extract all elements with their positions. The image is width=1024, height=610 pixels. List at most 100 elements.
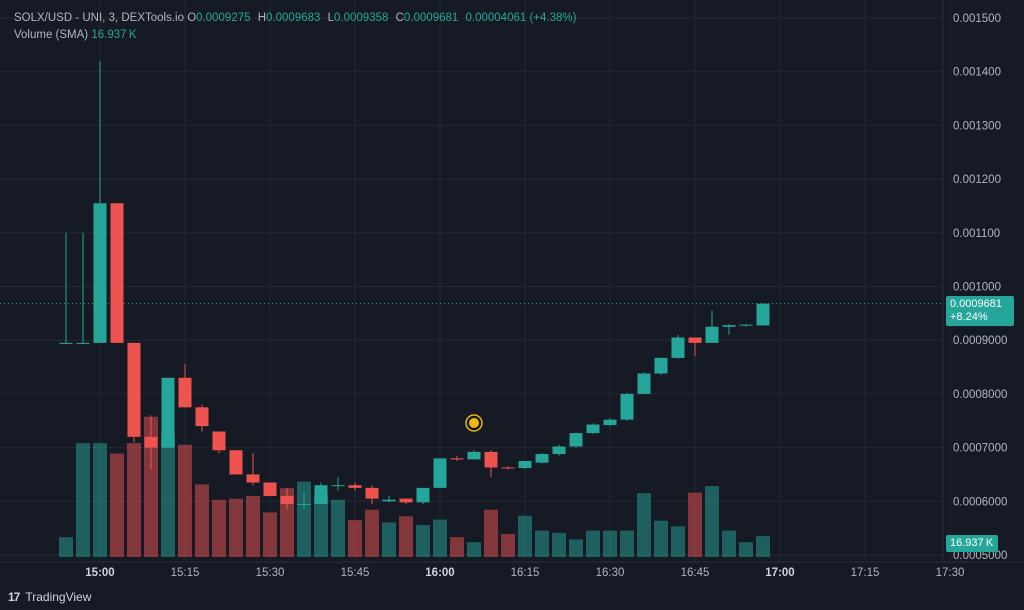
volume-bar (348, 520, 362, 557)
volume-bar (127, 443, 141, 557)
x-tick-label: 16:15 (511, 567, 540, 579)
volume-bar (722, 530, 736, 557)
event-marker-icon[interactable] (465, 414, 483, 432)
y-tick-label: 0.001100 (953, 228, 1000, 240)
candle-body (467, 451, 481, 460)
volume-bar (246, 495, 260, 557)
chart-grid (0, 0, 951, 560)
candle-body (484, 451, 498, 468)
candle-body (688, 337, 702, 343)
volume-bar (416, 525, 430, 557)
candle-body (93, 203, 107, 343)
change-value: 0.00004061 (+4.38%) (465, 12, 577, 24)
symbol-label[interactable]: SOLX/USD - UNI, 3, DEXTools.io (14, 12, 184, 24)
candle-body (671, 337, 685, 358)
volume-bar (518, 515, 532, 557)
volume-bar (212, 499, 226, 557)
volume-bar (450, 537, 464, 557)
candle-body (110, 203, 124, 343)
volume-bar (756, 536, 770, 557)
candle-body (654, 357, 668, 374)
close-value: 0.0009681 (403, 12, 459, 24)
volume-bar (178, 444, 192, 557)
candle-body (280, 495, 294, 504)
volume-bar (161, 433, 175, 557)
x-tick-label: 17:15 (851, 567, 880, 579)
volume-bar (229, 498, 243, 557)
y-tick-label: 0.0006000 (953, 496, 1007, 508)
volume-bar (467, 542, 481, 557)
candle-body (76, 342, 90, 344)
candle-body (501, 467, 515, 469)
volume-label[interactable]: Volume (SMA) (14, 29, 89, 41)
y-tick-label: 0.0008000 (953, 389, 1007, 401)
volume-bar (110, 453, 124, 557)
y-tick-label: 0.0007000 (953, 443, 1007, 455)
volume-bar (76, 443, 90, 557)
volume-row: Volume (SMA) 16.937 K (14, 27, 580, 44)
y-tick-label: 0.001000 (953, 282, 1001, 294)
volume-bar (331, 499, 345, 557)
candle-body (365, 487, 379, 499)
candle-body (739, 324, 753, 326)
candle-body (348, 485, 362, 488)
candle-body (756, 303, 770, 326)
volume-bar (280, 488, 294, 557)
volume-bar (297, 481, 311, 557)
volume-bar (552, 532, 566, 557)
chart-legend: SOLX/USD - UNI, 3, DEXTools.io O0.000927… (14, 10, 580, 44)
volume-bars (59, 416, 770, 557)
candle-body (246, 474, 260, 483)
volume-bar (535, 530, 549, 557)
candle-body (450, 458, 464, 460)
volume-bar (671, 526, 685, 557)
last-price-change: +8.24% (950, 311, 988, 323)
y-tick-label: 0.001400 (953, 67, 1001, 79)
candle-body (178, 377, 192, 408)
x-tick-label: 15:00 (85, 567, 114, 579)
volume-bar (382, 522, 396, 557)
candle-body (212, 431, 226, 451)
volume-badge-value: 16.937 K (950, 537, 994, 549)
volume-bar (484, 509, 498, 557)
brand-name: TradingView (25, 590, 92, 604)
volume-bar (263, 512, 277, 557)
x-tick-label: 16:45 (681, 567, 710, 579)
candle-body (382, 499, 396, 502)
x-tick-label: 15:15 (171, 567, 200, 579)
low-value: 0.0009358 (334, 12, 389, 24)
candles (59, 60, 770, 510)
axes: 0.0005000 0.0006000 0.0007000 0.0008000 0.00… (0, 0, 1024, 579)
volume-badge: 16.937 K (946, 535, 998, 552)
candle-body (620, 393, 634, 420)
candle-body (722, 325, 736, 327)
volume-bar (620, 530, 634, 557)
last-price-badge: 0.0009681 +8.24% (946, 296, 1014, 326)
volume-bar (586, 530, 600, 557)
candle-body (586, 424, 600, 434)
volume-bar (433, 519, 447, 557)
candle-body (399, 498, 413, 503)
x-tick-label: 17:00 (765, 567, 794, 579)
volume-bar (739, 542, 753, 557)
volume-bar (654, 520, 668, 557)
candle-body (314, 485, 328, 504)
open-key: O (187, 12, 197, 24)
x-tick-label: 15:30 (256, 567, 285, 579)
open-value: 0.0009275 (196, 12, 251, 24)
candle-body (518, 461, 532, 469)
footer-brand[interactable]: 17 TradingView (8, 590, 91, 604)
candle-body (416, 487, 430, 503)
volume-bar (399, 516, 413, 557)
volume-bar (144, 416, 158, 557)
x-tick-label: 16:00 (425, 567, 454, 579)
volume-bar (93, 443, 107, 557)
volume-bar (603, 530, 617, 557)
high-key: H (257, 12, 267, 24)
candle-body (637, 373, 651, 394)
y-tick-label: 0.001500 (953, 13, 1001, 25)
candle-body (603, 419, 617, 426)
ohlc-row: SOLX/USD - UNI, 3, DEXTools.io O0.000927… (14, 10, 580, 27)
candle-body (552, 446, 566, 455)
